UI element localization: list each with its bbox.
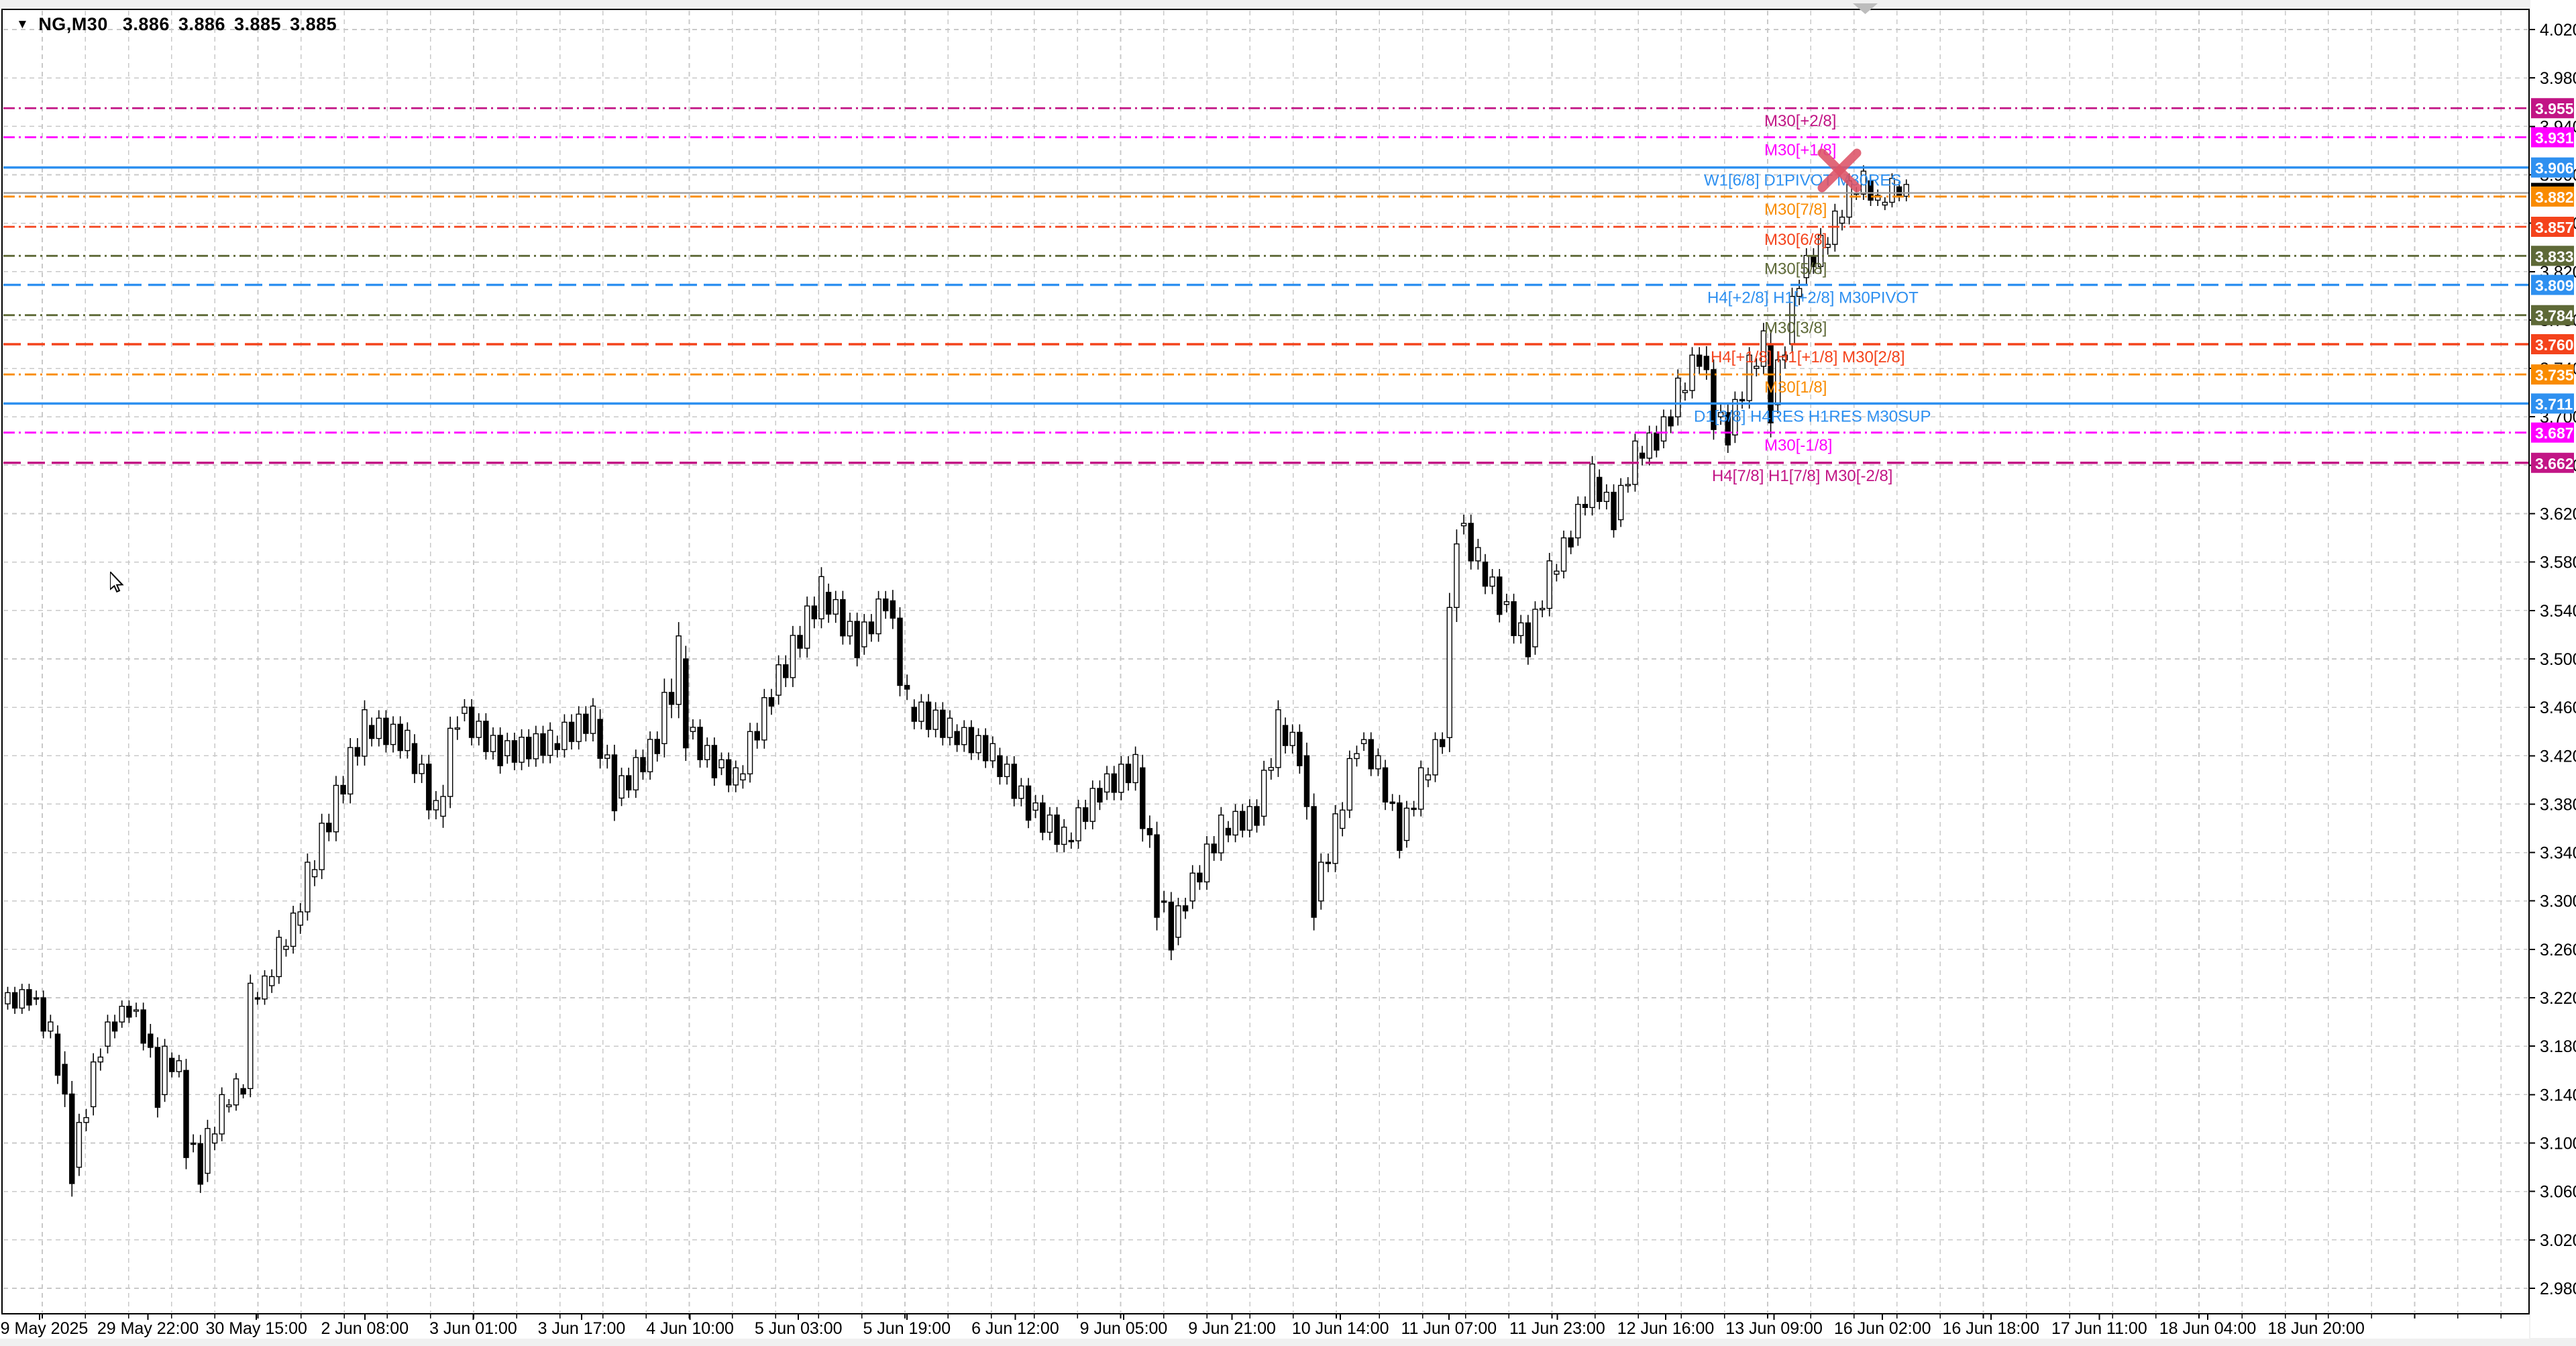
level-label-11: M30[-1/8]: [1764, 437, 1832, 455]
chart-title: ▼ NG,M30 3.886 3.886 3.885 3.885: [16, 14, 345, 35]
price-tick-label: 3.100: [2540, 1134, 2576, 1153]
time-tick-label: 3 Jun 17:00: [538, 1319, 626, 1338]
price-tick-label: 3.300: [2540, 892, 2576, 911]
sell-cross-marker[interactable]: [1817, 148, 1862, 193]
price-tick-label: 3.580: [2540, 554, 2576, 572]
time-tick-label: 29 May 22:00: [97, 1319, 199, 1338]
price-tag-12: [2531, 452, 2574, 473]
time-tick-label: 13 Jun 09:00: [1725, 1319, 1823, 1338]
ohlc-low-value: 3.885: [234, 14, 282, 34]
symbol-timeframe-label: NG,M30: [38, 14, 108, 34]
svg-text:3.760: 3.760: [2535, 336, 2574, 354]
price-tick-label: 3.180: [2540, 1037, 2576, 1056]
svg-text:3.931: 3.931: [2535, 130, 2574, 147]
time-tick-label: 9 Jun 21:00: [1188, 1319, 1276, 1338]
plot-frame: [1, 9, 2530, 1314]
time-tick-label: 18 Jun 04:00: [2159, 1319, 2257, 1338]
scroll-to-end-marker-icon[interactable]: [1853, 3, 1878, 14]
time-tick-label: 3 Jun 01:00: [429, 1319, 517, 1338]
time-tick-label: 11 Jun 23:00: [1509, 1319, 1605, 1338]
price-tick-label: 3.540: [2540, 602, 2576, 621]
time-tick-label: 10 Jun 14:00: [1292, 1319, 1389, 1338]
svg-text:3.955: 3.955: [2535, 100, 2574, 117]
price-tick-label: 3.060: [2540, 1183, 2576, 1202]
price-tick-label: 3.980: [2540, 69, 2576, 88]
price-tick-label: 3.020: [2540, 1231, 2576, 1250]
time-tick-label: 4 Jun 10:00: [646, 1319, 734, 1338]
svg-text:3.662: 3.662: [2535, 455, 2574, 472]
time-tick-label: 2 Jun 08:00: [321, 1319, 409, 1338]
grid: [3, 11, 2528, 1312]
ohlc-close-value: 3.885: [290, 14, 337, 34]
price-tick-label: 3.620: [2540, 505, 2576, 524]
time-tick-label: 5 Jun 03:00: [755, 1319, 843, 1338]
price-tag-3: [2531, 186, 2574, 207]
level-label-3: M30[7/8]: [1764, 201, 1827, 219]
svg-text:3.809: 3.809: [2535, 277, 2574, 295]
price-tag-9: [2531, 364, 2574, 385]
time-tick-label: 12 Jun 16:00: [1617, 1319, 1715, 1338]
time-tick-label: 30 May 15:00: [205, 1319, 307, 1338]
price-tags: 3.8853.9553.9313.9063.8823.8573.8333.809…: [2531, 98, 2574, 473]
level-label-6: H4[+2/8] H1[+2/8] M30PIVOT: [1707, 289, 1919, 307]
price-tick-label: 3.460: [2540, 698, 2576, 717]
price-tick-label: 3.340: [2540, 844, 2576, 863]
price-tick-label: 3.500: [2540, 650, 2576, 669]
level-label-5: M30[5/8]: [1764, 260, 1827, 278]
time-axis-pane: [0, 1314, 2529, 1339]
ohlc-high-value: 3.886: [178, 14, 225, 34]
price-tick-label: 3.420: [2540, 747, 2576, 766]
svg-text:3.784: 3.784: [2535, 307, 2574, 325]
price-tick-label: 3.140: [2540, 1086, 2576, 1104]
price-tag-8: [2531, 333, 2574, 354]
svg-text:3.735: 3.735: [2535, 366, 2574, 384]
candlesticks: [5, 165, 1909, 1197]
time-axis-labels: 29 May 2025 29 May 22:00 30 May 15:00 2 Jun…: [0, 1314, 2502, 1338]
time-tick-label: 5 Jun 19:00: [863, 1319, 951, 1338]
price-tag-6: [2531, 274, 2574, 295]
price-tag-4: [2531, 217, 2574, 238]
price-tick-label: 4.020: [2540, 21, 2576, 40]
price-tag-5: [2531, 246, 2574, 266]
level-label-0: M30[+2/8]: [1764, 112, 1836, 130]
price-tag-10: [2531, 393, 2574, 414]
level-label-12: H4[7/8] H1[7/8] M30[-2/8]: [1712, 467, 1892, 485]
time-tick-label: 16 Jun 18:00: [1943, 1319, 2040, 1338]
price-tick-label: 3.380: [2540, 795, 2576, 814]
price-tag-1: [2531, 127, 2574, 148]
level-label-9: M30[1/8]: [1764, 378, 1827, 397]
svg-text:3.833: 3.833: [2535, 248, 2574, 265]
ohlc-open-value: 3.886: [122, 14, 170, 34]
price-tag-7: [2531, 305, 2574, 325]
svg-text:3.711: 3.711: [2535, 395, 2573, 413]
level-label-10: D1[3/8] H4RES H1RES M30SUP: [1694, 407, 1931, 425]
level-label-8: H4[+1/8] H1[+1/8] M30[2/8]: [1711, 348, 1905, 366]
svg-text:3.857: 3.857: [2535, 219, 2574, 236]
time-tick-label: 11 Jun 07:00: [1401, 1319, 1497, 1338]
time-tick-label: 9 Jun 05:00: [1080, 1319, 1168, 1338]
level-label-4: M30[6/8]: [1764, 231, 1827, 249]
price-tag-2: [2531, 157, 2574, 178]
time-tick-label: 16 Jun 02:00: [1834, 1319, 1931, 1338]
level-label-2: W1[6/8] D1PIVOT M30RES: [1704, 172, 1901, 190]
price-tag-0: [2531, 98, 2574, 119]
svg-text:3.882: 3.882: [2535, 189, 2574, 206]
price-tick-label: 3.220: [2540, 989, 2576, 1008]
price-tag-11: [2531, 422, 2574, 443]
svg-text:3.906: 3.906: [2535, 160, 2574, 177]
price-tick-label: 2.980: [2540, 1280, 2576, 1298]
svg-text:3.687: 3.687: [2535, 425, 2574, 442]
price-tick-label: 3.260: [2540, 941, 2576, 960]
level-label-7: M30[3/8]: [1764, 319, 1827, 338]
level-lines: M30[+2/8]M30[+1/8]W1[6/8] D1PIVOT M30RES…: [3, 107, 2528, 485]
time-tick-label: 17 Jun 11:00: [2051, 1319, 2147, 1338]
plot-background: [2, 9, 2529, 1314]
time-tick-label: 29 May 2025: [0, 1319, 88, 1338]
time-tick-label: 6 Jun 12:00: [971, 1319, 1059, 1338]
time-tick-label: 18 Jun 20:00: [2267, 1319, 2365, 1338]
collapse-arrow-icon[interactable]: ▼: [16, 17, 30, 32]
